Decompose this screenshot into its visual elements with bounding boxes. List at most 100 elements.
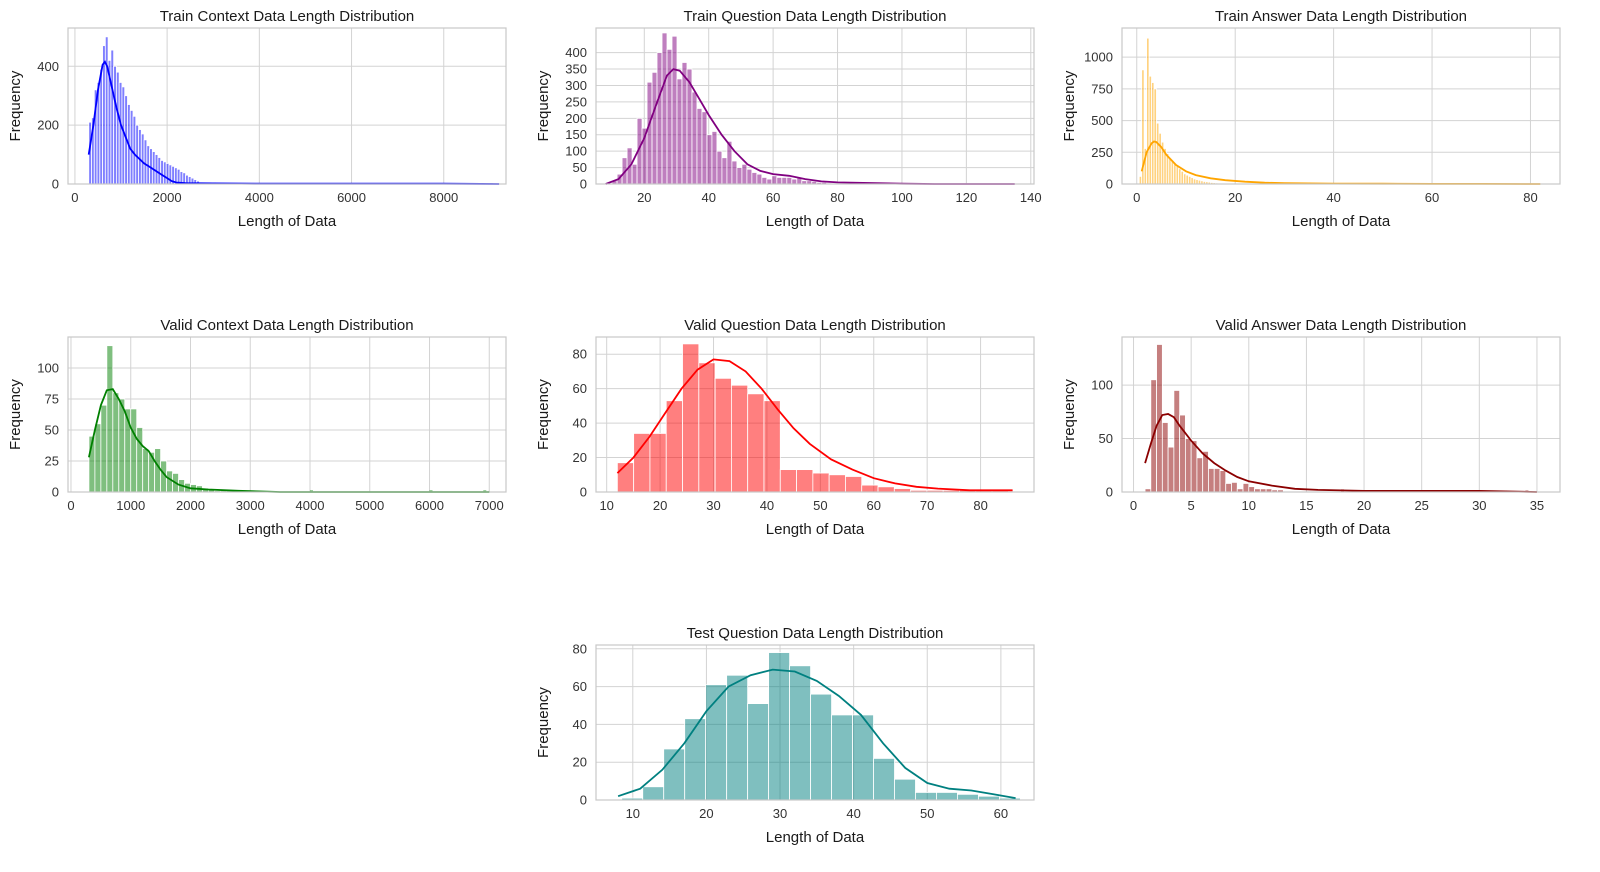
histogram-bar — [731, 384, 749, 493]
x-tick-label: 20 — [1228, 190, 1242, 205]
x-tick-label: 60 — [766, 190, 780, 205]
x-tick-label: 100 — [891, 190, 913, 205]
y-tick-label: 150 — [565, 127, 587, 142]
histogram-bar — [100, 404, 108, 493]
histogram-bar — [701, 111, 708, 185]
chart-panel-6: 0 5 10 15 20 25 30 35 0 50 100 Valid Answer Data Le… — [1061, 317, 1561, 538]
histogram-bar — [646, 81, 653, 185]
histogram-bar — [768, 652, 791, 801]
x-tick-label: 60 — [1425, 190, 1439, 205]
histogram-bar — [138, 129, 142, 185]
y-tick-label: 20 — [573, 755, 587, 770]
histogram-bar — [104, 36, 109, 185]
y-tick-label: 100 — [565, 144, 587, 159]
histogram-bar — [1242, 483, 1250, 493]
histogram-bar — [157, 157, 162, 185]
y-axis-label: Frequency — [535, 687, 552, 758]
histogram-bar — [142, 448, 150, 493]
x-tick-label: 0 — [1130, 498, 1137, 513]
chart-title: Train Answer Data Length Distribution — [1215, 8, 1467, 25]
histogram-bar — [1161, 422, 1169, 493]
y-tick-label: 1000 — [1084, 50, 1113, 65]
y-tick-label: 400 — [37, 59, 59, 74]
histogram-bar — [831, 714, 853, 801]
histogram-bar — [116, 71, 120, 185]
y-tick-label: 0 — [52, 485, 59, 500]
x-tick-label: 40 — [760, 498, 774, 513]
chart-title: Valid Question Data Length Distribution — [684, 317, 946, 334]
axes-frame — [67, 27, 507, 185]
x-tick-label: 20 — [637, 190, 651, 205]
histogram-bar — [154, 154, 159, 185]
histogram-bar — [649, 433, 667, 493]
chart-title: Valid Context Data Length Distribution — [160, 317, 413, 334]
x-tick-label: 60 — [867, 498, 881, 513]
histogram-bar — [130, 408, 138, 493]
x-tick-label: 0 — [1133, 190, 1140, 205]
histogram-bar — [747, 703, 770, 801]
x-tick-label: 120 — [956, 190, 978, 205]
y-axis-label: Frequency — [7, 379, 24, 450]
histogram-bar — [877, 486, 895, 493]
y-axis-label: Frequency — [1061, 70, 1078, 141]
y-tick-label: 50 — [45, 423, 59, 438]
y-tick-label: 100 — [1091, 378, 1113, 393]
histogram-bar — [94, 423, 102, 493]
y-tick-label: 0 — [1106, 485, 1113, 500]
histogram-bar — [721, 157, 728, 185]
y-tick-label: 0 — [580, 177, 587, 192]
y-tick-label: 60 — [573, 381, 587, 396]
x-axis-label: Length of Data — [1292, 521, 1391, 538]
histogram-bar — [684, 718, 707, 801]
chart-title: Valid Answer Data Length Distribution — [1216, 317, 1467, 334]
histogram-bar — [1225, 483, 1232, 493]
histogram-bar — [99, 68, 103, 185]
histogram-bar — [1184, 438, 1192, 493]
histogram-bar — [154, 448, 162, 493]
axes-frame — [595, 336, 1035, 493]
histogram-bar — [731, 160, 738, 185]
x-tick-label: 140 — [1020, 190, 1042, 205]
x-tick-label: 80 — [1523, 190, 1537, 205]
y-tick-label: 40 — [573, 416, 587, 431]
axes-frame — [67, 336, 507, 493]
x-tick-label: 10 — [1242, 498, 1256, 513]
x-tick-label: 0 — [71, 190, 78, 205]
x-tick-label: 7000 — [475, 498, 504, 513]
histogram-bar — [1208, 468, 1215, 493]
chart-title: Train Question Data Length Distribution — [684, 8, 947, 25]
x-tick-label: 70 — [920, 498, 934, 513]
x-tick-label: 50 — [920, 806, 934, 821]
histogram-bar — [828, 474, 846, 493]
x-axis-label: Length of Data — [238, 213, 337, 230]
histogram-bar — [132, 115, 137, 185]
x-tick-label: 4000 — [245, 190, 274, 205]
y-tick-label: 20 — [573, 450, 587, 465]
chart-panel-2: 20 40 60 80 100 120 14005010015020025030035040… — [535, 8, 1042, 230]
chart-panel-3: 0 20 40 60 80 0 250 500 750 1000 Train Answer Data… — [1061, 8, 1561, 230]
y-axis-label: Frequency — [535, 70, 552, 141]
kde-curve — [1144, 413, 1537, 493]
x-tick-label: 20 — [653, 498, 667, 513]
histogram-bar — [705, 684, 728, 801]
x-tick-label: 20 — [1357, 498, 1371, 513]
y-tick-label: 350 — [565, 62, 587, 77]
histogram-bar — [776, 177, 783, 185]
axes-frame — [1121, 27, 1561, 185]
histogram-bar — [796, 469, 814, 493]
x-tick-label: 30 — [706, 498, 720, 513]
histogram-bar — [789, 665, 811, 801]
x-tick-label: 50 — [813, 498, 827, 513]
x-tick-label: 4000 — [296, 498, 325, 513]
x-tick-label: 2000 — [176, 498, 205, 513]
histogram-bar — [661, 32, 668, 185]
histogram-bar — [894, 778, 916, 801]
y-tick-label: 250 — [1091, 145, 1113, 160]
chart-panel-4: 0 1000 2000 3000 4000 5000 6000 7000 0 25 50 75 100 V… — [7, 317, 507, 538]
y-tick-label: 75 — [45, 392, 59, 407]
histogram-bar — [642, 786, 665, 801]
y-tick-label: 200 — [37, 118, 59, 133]
histogram-bar — [165, 162, 170, 185]
y-tick-label: 100 — [37, 361, 59, 376]
histogram-bar — [781, 177, 788, 185]
